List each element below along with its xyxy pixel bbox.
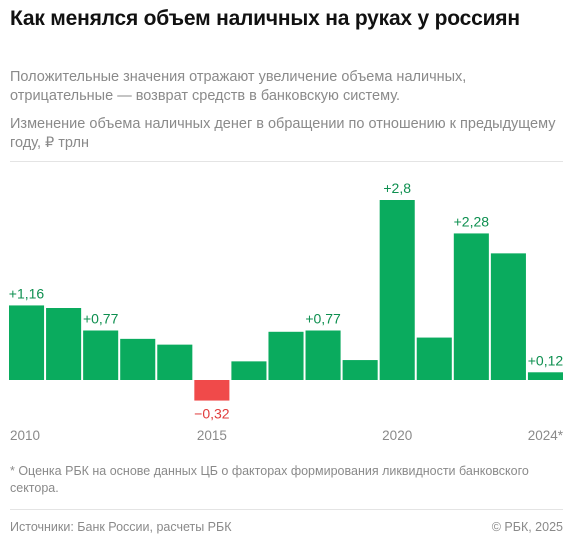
chart-title: Как менялся объем наличных на руках у ро…: [10, 7, 520, 30]
bar-2010: [9, 305, 45, 380]
value-label-2024*: +0,12: [528, 352, 564, 368]
bar-2015: [194, 380, 230, 401]
bottom-divider: [10, 509, 563, 510]
x-tick-labels-group: 2010 2015 2020 2024*: [10, 428, 564, 443]
bars-group: [9, 200, 563, 401]
bar-2014: [157, 344, 193, 380]
x-tick-label-2010: 2010: [10, 428, 40, 443]
bar-2023: [490, 253, 526, 380]
value-label-2015: −0,32: [194, 406, 230, 422]
value-label-2020: +2,8: [383, 180, 411, 196]
footnote: * Оценка РБК на основе данных ЦБ о факто…: [10, 464, 529, 495]
value-labels-group: +1,16 +0,77 −0,32 +0,77 +2,8 +2,28 +0,12: [9, 180, 564, 422]
x-tick-label-2015: 2015: [197, 428, 227, 443]
x-tick-label-2024*: 2024*: [528, 428, 564, 443]
bar-chart: +1,16+0,77−0,32+0,77+2,8+2,28+0,12 2010 2…: [9, 180, 564, 443]
top-divider: [10, 161, 563, 162]
bar-2020: [379, 200, 415, 380]
bar-2013: [120, 338, 156, 380]
bar-2021: [416, 337, 452, 380]
bar-2017: [268, 331, 304, 380]
value-label-2012: +0,77: [83, 311, 119, 327]
chart-subtitle: Положительные значения отражают увеличен…: [10, 69, 467, 104]
bar-2019: [342, 360, 378, 380]
bar-2012: [83, 330, 119, 380]
source-note: Источники: Банк России, расчеты РБК: [10, 520, 232, 534]
value-label-2022: +2,28: [454, 213, 490, 229]
value-label-2018: +0,77: [305, 311, 341, 327]
copyright: © РБК, 2025: [491, 520, 563, 534]
chart-caption: Изменение объема наличных денег в обраще…: [10, 116, 556, 151]
bar-2018: [305, 330, 341, 380]
bar-2024*: [527, 372, 563, 380]
bar-2011: [46, 308, 82, 380]
x-tick-label-2020: 2020: [382, 428, 412, 443]
bar-2016: [231, 361, 267, 380]
value-label-2010: +1,16: [9, 285, 45, 301]
bar-2022: [453, 233, 489, 380]
